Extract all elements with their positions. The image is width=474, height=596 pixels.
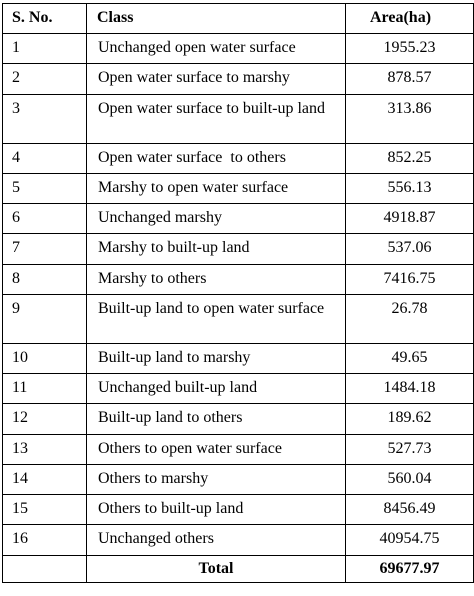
row-area: 49.65 bbox=[345, 342, 474, 375]
row-class: Marshy to built-up land bbox=[86, 233, 346, 265]
table-row: 6 Unchanged marshy 4918.87 bbox=[2, 202, 474, 235]
row-class: Built-up land to marshy bbox=[86, 342, 346, 375]
row-sno: 1 bbox=[2, 32, 87, 65]
row-class: Unchanged others bbox=[86, 524, 346, 556]
total-label: Total bbox=[86, 554, 346, 583]
row-class: Unchanged open water surface bbox=[86, 32, 346, 65]
table-row: 12 Built-up land to others 189.62 bbox=[2, 403, 474, 435]
header-sno: S. No. bbox=[2, 3, 87, 34]
row-sno: 6 bbox=[2, 202, 87, 235]
row-area: 4918.87 bbox=[345, 202, 474, 235]
row-area: 8456.49 bbox=[345, 493, 474, 526]
row-sno: 3 bbox=[2, 93, 87, 144]
row-class: Open water surface to marshy bbox=[86, 63, 346, 95]
row-area: 189.62 bbox=[345, 403, 474, 435]
table-row: 13 Others to open water surface 527.73 bbox=[2, 433, 474, 465]
row-sno: 5 bbox=[2, 172, 87, 205]
row-area: 560.04 bbox=[345, 463, 474, 496]
row-area: 7416.75 bbox=[345, 263, 474, 295]
row-area: 852.25 bbox=[345, 142, 474, 174]
total-row: Total 69677.97 bbox=[2, 554, 474, 583]
row-area: 556.13 bbox=[345, 172, 474, 205]
table-row: 15 Others to built-up land 8456.49 bbox=[2, 493, 474, 526]
row-class: Open water surface to others bbox=[86, 142, 346, 174]
table-row: 7 Marshy to built-up land 537.06 bbox=[2, 233, 474, 265]
table-row: 5 Marshy to open water surface 556.13 bbox=[2, 172, 474, 205]
total-value: 69677.97 bbox=[345, 554, 474, 583]
row-sno: 4 bbox=[2, 142, 87, 174]
row-class: Marshy to others bbox=[86, 263, 346, 295]
row-area: 313.86 bbox=[345, 93, 474, 144]
row-class: Unchanged marshy bbox=[86, 202, 346, 235]
table-row: 3 Open water surface to built-up land 31… bbox=[2, 93, 474, 144]
table-row: 2 Open water surface to marshy 878.57 bbox=[2, 63, 474, 95]
row-area: 527.73 bbox=[345, 433, 474, 465]
row-sno: 7 bbox=[2, 233, 87, 265]
row-area: 26.78 bbox=[345, 293, 474, 344]
row-class: Others to open water surface bbox=[86, 433, 346, 465]
table-row: 14 Others to marshy 560.04 bbox=[2, 463, 474, 496]
row-sno: 16 bbox=[2, 524, 87, 556]
row-sno: 8 bbox=[2, 263, 87, 295]
table-row: 16 Unchanged others 40954.75 bbox=[2, 524, 474, 556]
table-row: 9 Built-up land to open water surface 26… bbox=[2, 293, 474, 344]
row-class: Built-up land to others bbox=[86, 403, 346, 435]
row-sno: 11 bbox=[2, 372, 87, 405]
table-row: 8 Marshy to others 7416.75 bbox=[2, 263, 474, 295]
row-sno: 15 bbox=[2, 493, 87, 526]
row-sno: 10 bbox=[2, 342, 87, 375]
row-area: 1484.18 bbox=[345, 372, 474, 405]
header-area: Area(ha) bbox=[345, 3, 474, 34]
row-class: Unchanged built-up land bbox=[86, 372, 346, 405]
row-sno: 13 bbox=[2, 433, 87, 465]
row-sno: 14 bbox=[2, 463, 87, 496]
header-class: Class bbox=[86, 3, 346, 34]
row-sno: 2 bbox=[2, 63, 87, 95]
row-class: Others to marshy bbox=[86, 463, 346, 496]
row-class: Built-up land to open water surface bbox=[86, 293, 346, 344]
row-class: Others to built-up land bbox=[86, 493, 346, 526]
row-area: 1955.23 bbox=[345, 32, 474, 65]
header-row: S. No. Class Area(ha) bbox=[2, 3, 474, 34]
row-class: Open water surface to built-up land bbox=[86, 93, 346, 144]
land-change-table: S. No. Class Area(ha) 1 Unchanged open w… bbox=[2, 3, 474, 583]
row-area: 537.06 bbox=[345, 233, 474, 265]
row-sno: 12 bbox=[2, 403, 87, 435]
table-row: 10 Built-up land to marshy 49.65 bbox=[2, 342, 474, 375]
total-blank-cell bbox=[2, 554, 87, 583]
row-area: 40954.75 bbox=[345, 524, 474, 556]
row-sno: 9 bbox=[2, 293, 87, 344]
table-row: 4 Open water surface to others 852.25 bbox=[2, 142, 474, 174]
row-area: 878.57 bbox=[345, 63, 474, 95]
table-row: 1 Unchanged open water surface 1955.23 bbox=[2, 32, 474, 65]
table-row: 11 Unchanged built-up land 1484.18 bbox=[2, 372, 474, 405]
row-class: Marshy to open water surface bbox=[86, 172, 346, 205]
